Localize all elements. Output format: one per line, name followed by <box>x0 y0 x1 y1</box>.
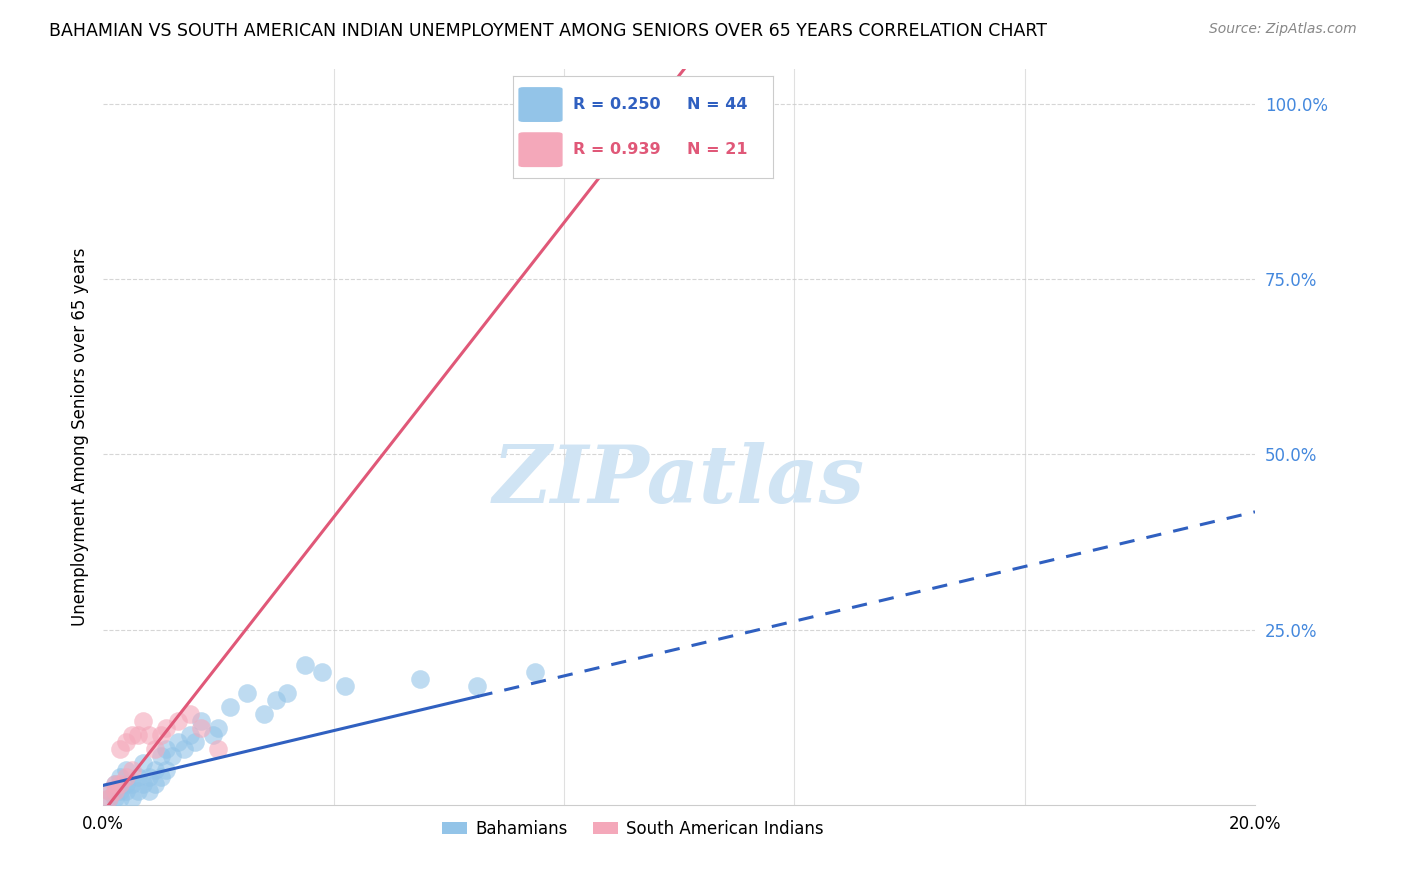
Point <box>179 706 201 721</box>
Point <box>155 763 177 777</box>
Point <box>121 791 143 805</box>
Point <box>104 791 127 805</box>
Text: BAHAMIAN VS SOUTH AMERICAN INDIAN UNEMPLOYMENT AMONG SENIORS OVER 65 YEARS CORRE: BAHAMIAN VS SOUTH AMERICAN INDIAN UNEMPL… <box>49 22 1047 40</box>
Point <box>524 665 547 679</box>
Point <box>97 791 120 805</box>
Point <box>115 735 138 749</box>
Point <box>121 777 143 791</box>
Point <box>409 672 432 686</box>
Point <box>121 728 143 742</box>
Point <box>149 770 172 784</box>
Point <box>127 728 149 742</box>
Point <box>97 791 120 805</box>
Point <box>138 784 160 798</box>
Point <box>104 777 127 791</box>
Point <box>110 742 132 756</box>
Text: N = 44: N = 44 <box>688 97 748 112</box>
Point <box>127 784 149 798</box>
Point <box>155 721 177 735</box>
Point <box>207 721 229 735</box>
Point <box>110 770 132 784</box>
Point <box>115 784 138 798</box>
Point <box>104 784 127 798</box>
Point <box>104 784 127 798</box>
Point <box>155 742 177 756</box>
Point <box>143 777 166 791</box>
Point <box>167 714 190 728</box>
Point <box>276 686 298 700</box>
Point <box>143 763 166 777</box>
Text: N = 21: N = 21 <box>688 142 748 157</box>
Point <box>115 763 138 777</box>
Point <box>190 714 212 728</box>
Point <box>110 791 132 805</box>
Point <box>311 665 333 679</box>
Point <box>190 721 212 735</box>
Point <box>110 784 132 798</box>
Legend: Bahamians, South American Indians: Bahamians, South American Indians <box>436 814 831 845</box>
Text: R = 0.250: R = 0.250 <box>574 97 661 112</box>
Point <box>138 728 160 742</box>
Point <box>97 784 120 798</box>
Point <box>167 735 190 749</box>
Text: R = 0.939: R = 0.939 <box>574 142 661 157</box>
Point <box>149 748 172 763</box>
FancyBboxPatch shape <box>519 87 562 122</box>
Point <box>115 777 138 791</box>
Point <box>173 742 195 756</box>
Point <box>236 686 259 700</box>
Point <box>127 770 149 784</box>
Point <box>104 777 127 791</box>
Point <box>132 714 155 728</box>
Point <box>253 706 276 721</box>
Point <box>143 742 166 756</box>
Point <box>132 777 155 791</box>
Point <box>264 693 287 707</box>
Point <box>467 679 489 693</box>
Text: Source: ZipAtlas.com: Source: ZipAtlas.com <box>1209 22 1357 37</box>
Point <box>207 742 229 756</box>
Point <box>132 756 155 770</box>
Point <box>333 679 356 693</box>
Point <box>138 770 160 784</box>
Point <box>97 784 120 798</box>
Point <box>294 657 316 672</box>
Point <box>149 728 172 742</box>
Point <box>201 728 224 742</box>
Point <box>179 728 201 742</box>
FancyBboxPatch shape <box>519 132 562 167</box>
Point <box>218 699 240 714</box>
Point <box>110 777 132 791</box>
Point <box>121 763 143 777</box>
Y-axis label: Unemployment Among Seniors over 65 years: Unemployment Among Seniors over 65 years <box>72 247 89 626</box>
Point <box>610 111 633 125</box>
Point <box>115 770 138 784</box>
Point <box>162 748 184 763</box>
Text: ZIPatlas: ZIPatlas <box>494 442 865 520</box>
Point <box>184 735 207 749</box>
